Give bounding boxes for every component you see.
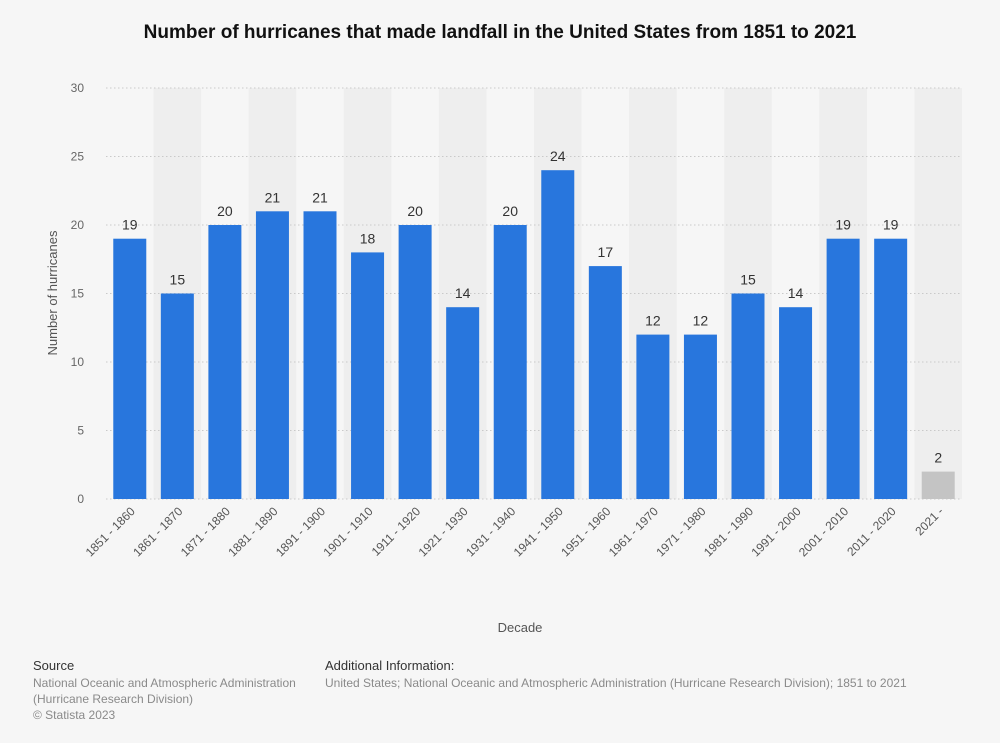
bar-chart: 0 5 10 15 20 25 30 19 1851 - 1860 15 1861 - 1870 20… [45, 81, 962, 635]
chart-title: Number of hurricanes that made landfall … [143, 22, 857, 43]
data-label: 24 [550, 148, 566, 164]
source-heading: Source [33, 658, 75, 673]
x-tick-label: 1871 - 1880 [178, 504, 233, 559]
data-label: 14 [788, 285, 804, 301]
data-label: 12 [693, 313, 709, 329]
source-line-2: (Hurricane Research Division) [33, 692, 194, 706]
data-label: 2 [934, 450, 942, 466]
data-label: 17 [598, 244, 614, 260]
x-tick-label: 1941 - 1950 [511, 504, 566, 559]
x-tick-label: 1961 - 1970 [606, 504, 661, 559]
bar [208, 225, 242, 499]
y-axis-title: Number of hurricanes [45, 230, 60, 355]
x-tick-label: 1881 - 1890 [225, 504, 280, 559]
x-tick-label: 2011 - 2020 [844, 504, 899, 559]
bar [493, 225, 527, 499]
bar [113, 238, 147, 499]
y-tick-label: 25 [71, 150, 85, 164]
x-tick-label: 2001 - 2010 [796, 504, 851, 559]
bar [160, 293, 194, 499]
data-label: 15 [170, 272, 186, 288]
y-tick-label: 15 [71, 287, 85, 301]
bar [541, 170, 575, 499]
x-tick-label: 1931 - 1940 [463, 504, 518, 559]
data-label: 20 [217, 203, 233, 219]
data-label: 19 [122, 217, 138, 233]
bar [303, 211, 337, 500]
data-label: 21 [312, 189, 328, 205]
info-heading: Additional Information: [325, 658, 455, 673]
bar [921, 471, 955, 499]
data-label: 18 [360, 230, 376, 246]
y-tick-label: 30 [71, 81, 85, 95]
x-tick-label: 1851 - 1860 [83, 504, 138, 559]
source-block: Source National Oceanic and Atmospheric … [33, 658, 296, 723]
data-label: 20 [502, 203, 518, 219]
data-label: 14 [455, 285, 471, 301]
x-tick-label: 1891 - 1900 [273, 504, 328, 559]
y-tick-label: 0 [77, 492, 84, 506]
x-tick-label: 1991 - 2000 [748, 504, 803, 559]
x-tick-label: 2021 - [912, 504, 946, 538]
additional-info-block: Additional Information: United States; N… [325, 658, 907, 691]
x-tick-label: 1921 - 1930 [416, 504, 471, 559]
bar [636, 334, 670, 499]
data-label: 19 [883, 217, 899, 233]
data-label: 21 [265, 189, 281, 205]
x-tick-label: 1861 - 1870 [130, 504, 185, 559]
x-tick-label: 1901 - 1910 [320, 504, 375, 559]
bar [874, 238, 908, 499]
bar [446, 307, 480, 499]
y-tick-label: 5 [77, 424, 84, 438]
data-label: 15 [740, 272, 756, 288]
data-label: 20 [407, 203, 423, 219]
x-tick-label: 1981 - 1990 [701, 504, 756, 559]
source-line-1: National Oceanic and Atmospheric Adminis… [33, 676, 296, 690]
bar [398, 225, 432, 499]
copyright: © Statista 2023 [33, 708, 116, 722]
bar [351, 252, 385, 499]
x-axis-title: Decade [498, 620, 543, 635]
bar [731, 293, 765, 499]
bar [255, 211, 289, 500]
data-label: 19 [835, 217, 851, 233]
bar [779, 307, 813, 499]
bar [588, 266, 622, 499]
x-tick-label: 1971 - 1980 [653, 504, 708, 559]
data-label: 12 [645, 313, 661, 329]
y-tick-label: 10 [71, 355, 85, 369]
bar [683, 334, 717, 499]
info-text: United States; National Oceanic and Atmo… [325, 676, 907, 690]
y-tick-label: 20 [71, 218, 85, 232]
x-tick-label: 1951 - 1960 [558, 504, 613, 559]
bar [826, 238, 860, 499]
